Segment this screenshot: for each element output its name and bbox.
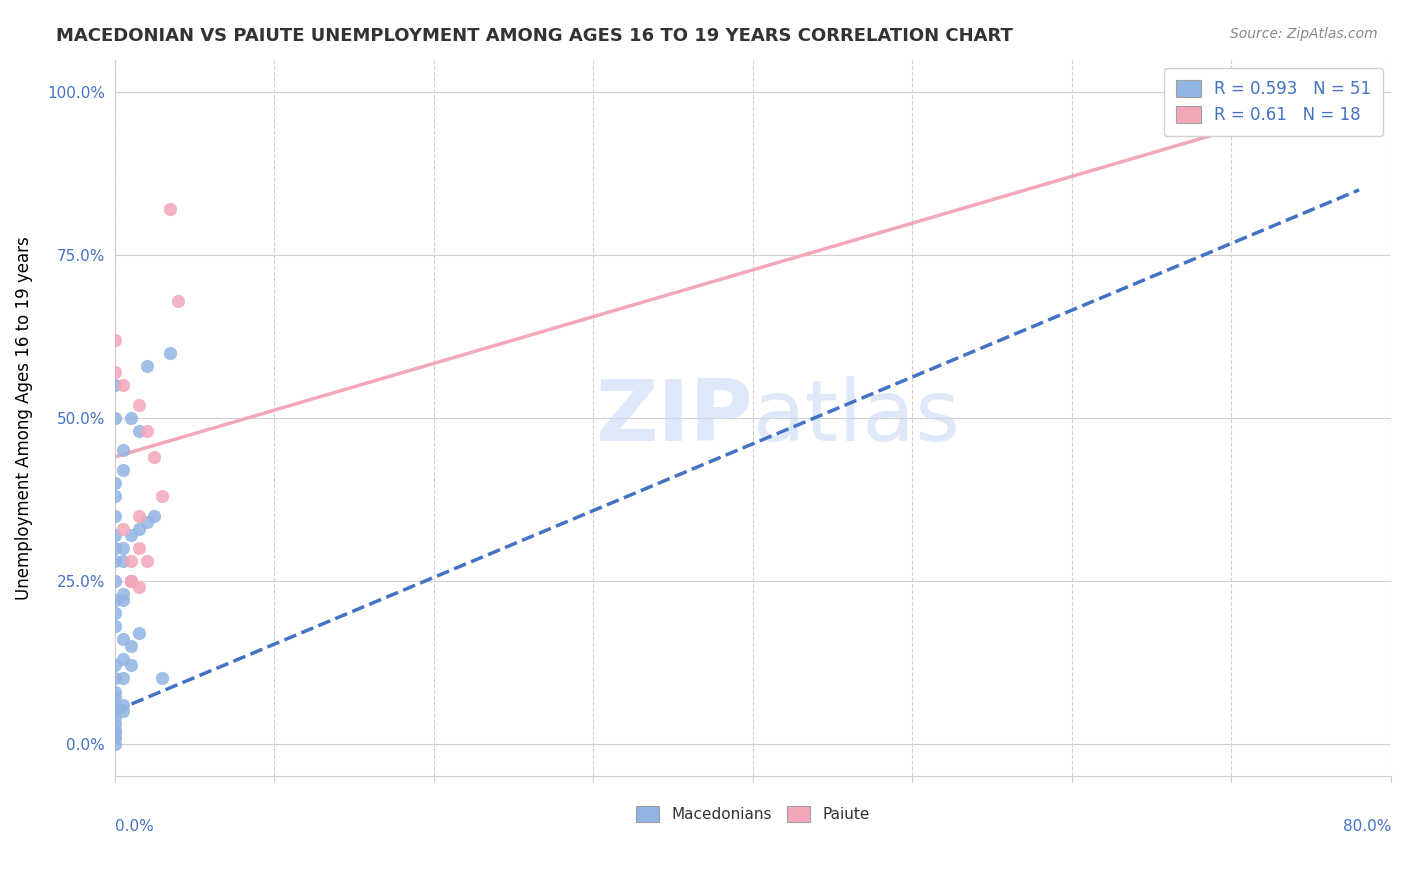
Text: 80.0%: 80.0%: [1343, 819, 1391, 834]
Point: [128, 541, 150, 556]
Point: [152, 489, 174, 503]
Point: [104, 684, 127, 698]
Point: [111, 632, 134, 647]
Text: MACEDONIAN VS PAIUTE UNEMPLOYMENT AMONG AGES 16 TO 19 YEARS CORRELATION CHART: MACEDONIAN VS PAIUTE UNEMPLOYMENT AMONG …: [56, 27, 1014, 45]
Point: [143, 450, 166, 464]
Point: [111, 522, 134, 536]
Point: [104, 723, 127, 738]
Point: [104, 410, 127, 425]
Point: [104, 593, 127, 607]
Point: [1348, 85, 1371, 99]
Point: [111, 593, 134, 607]
Point: [128, 522, 150, 536]
Point: [128, 398, 150, 412]
Point: [104, 698, 127, 712]
Point: [128, 580, 150, 594]
Text: 0.0%: 0.0%: [115, 819, 153, 834]
Point: [111, 463, 134, 477]
Point: [104, 723, 127, 738]
Point: [104, 333, 127, 347]
Point: [104, 476, 127, 491]
Point: [104, 619, 127, 633]
Point: [143, 508, 166, 523]
Point: [104, 528, 127, 542]
Point: [111, 587, 134, 601]
Point: [120, 658, 142, 673]
Point: [111, 541, 134, 556]
Point: [104, 710, 127, 724]
Point: [1348, 85, 1371, 99]
Point: [120, 639, 142, 653]
Point: [104, 730, 127, 744]
Text: atlas: atlas: [752, 376, 960, 459]
Point: [120, 554, 142, 568]
Point: [159, 202, 181, 217]
Point: [111, 443, 134, 458]
Point: [128, 424, 150, 438]
Point: [111, 652, 134, 666]
Text: Source: ZipAtlas.com: Source: ZipAtlas.com: [1230, 27, 1378, 41]
Text: ZIP: ZIP: [595, 376, 752, 459]
Point: [128, 625, 150, 640]
Y-axis label: Unemployment Among Ages 16 to 19 years: Unemployment Among Ages 16 to 19 years: [15, 236, 32, 599]
Point: [1301, 85, 1323, 99]
Point: [111, 698, 134, 712]
Point: [111, 672, 134, 686]
Point: [135, 424, 157, 438]
Point: [152, 672, 174, 686]
Point: [104, 717, 127, 731]
Point: [104, 508, 127, 523]
Point: [104, 704, 127, 718]
Point: [111, 704, 134, 718]
Point: [135, 554, 157, 568]
Point: [104, 607, 127, 621]
Point: [104, 378, 127, 392]
Point: [120, 410, 142, 425]
Point: [120, 574, 142, 588]
Point: [104, 554, 127, 568]
Point: [104, 574, 127, 588]
Point: [104, 541, 127, 556]
Point: [104, 672, 127, 686]
Point: [104, 691, 127, 706]
Point: [135, 515, 157, 529]
Legend: Macedonians, Paiute: Macedonians, Paiute: [626, 796, 880, 833]
Point: [104, 737, 127, 751]
Point: [104, 365, 127, 379]
Point: [120, 574, 142, 588]
Point: [104, 489, 127, 503]
Point: [111, 378, 134, 392]
Point: [111, 554, 134, 568]
Point: [159, 345, 181, 359]
Point: [104, 658, 127, 673]
Point: [120, 574, 142, 588]
Point: [104, 730, 127, 744]
Point: [135, 359, 157, 373]
Point: [167, 293, 190, 308]
Point: [120, 528, 142, 542]
Point: [128, 508, 150, 523]
